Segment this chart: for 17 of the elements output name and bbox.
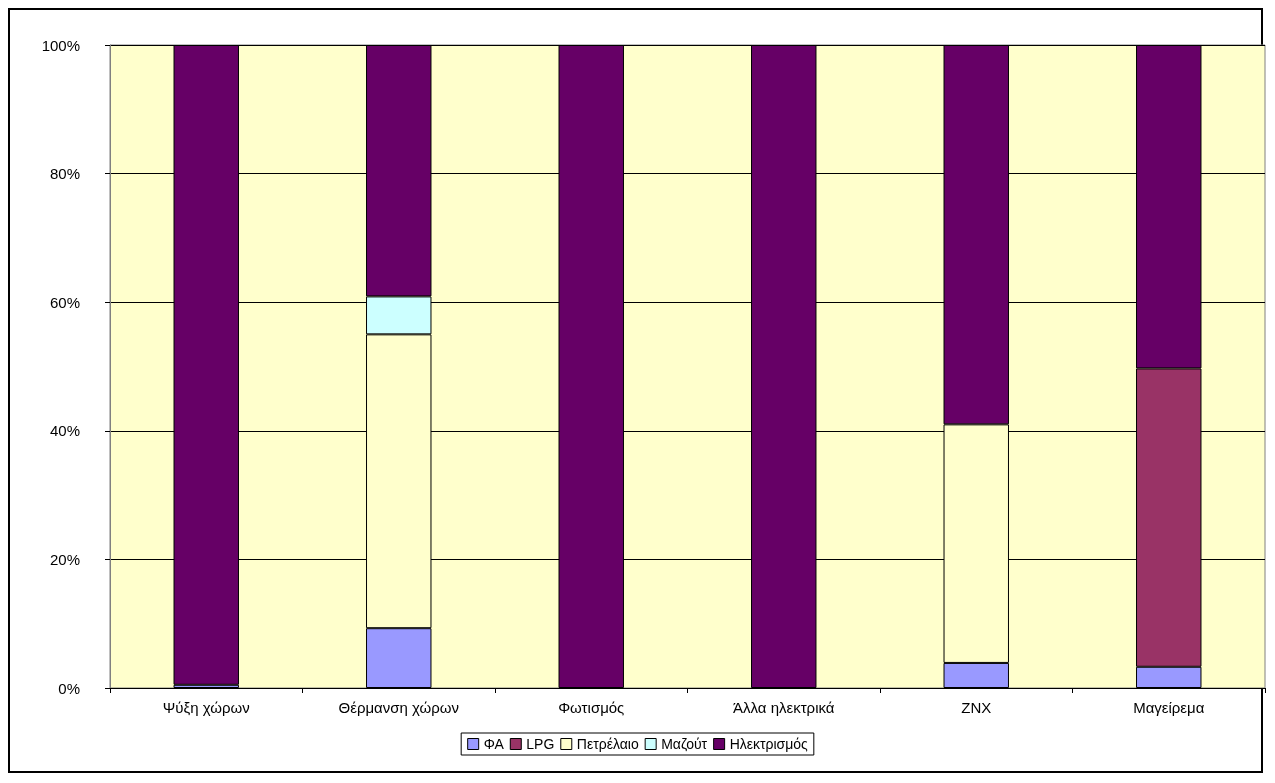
y-tick-label: 100% (41, 36, 80, 54)
legend-label: Μαζούτ (661, 736, 708, 752)
legend-label: ΦΑ (483, 736, 505, 752)
x-tick-label: ZNX (961, 699, 992, 716)
x-tick-label: Θέρμανση χώρων (338, 699, 459, 716)
y-tick-label: 40% (49, 422, 80, 440)
y-tick-label: 0% (58, 679, 80, 697)
y-tick-label: 20% (49, 550, 80, 568)
x-tick-label: Ψύξη χώρων (162, 699, 250, 716)
x-tick-label: Άλλα ηλεκτρικά (733, 699, 835, 716)
legend-label: Πετρέλαιο (576, 736, 639, 752)
legend-label: LPG (526, 736, 555, 752)
y-tick-label: 60% (49, 293, 80, 311)
x-tick-label: Φωτισμός (558, 699, 625, 716)
y-tick-label: 80% (49, 165, 80, 183)
legend-label: Ηλεκτρισμός (729, 736, 809, 752)
x-tick-label: Μαγείρεμα (1133, 699, 1205, 716)
